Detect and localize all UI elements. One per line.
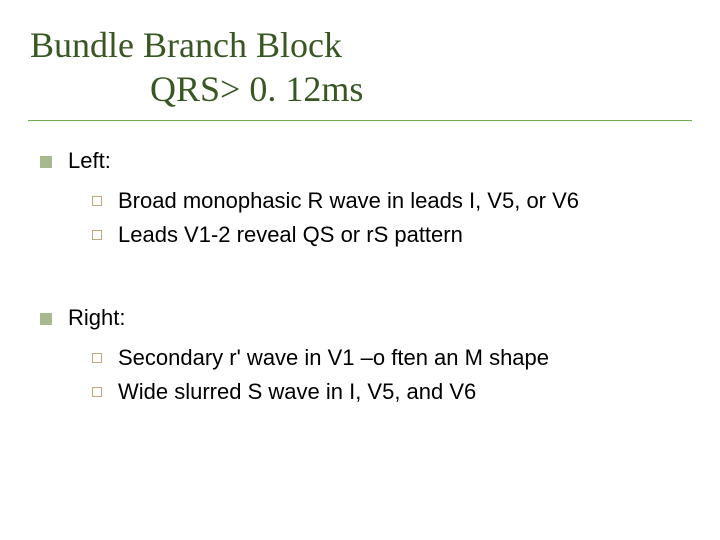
square-outline-bullet-icon xyxy=(92,196,102,206)
section-heading-text: Left: xyxy=(68,145,111,177)
section-heading: Right: xyxy=(40,302,692,334)
section-items: Broad monophasic R wave in leads I, V5, … xyxy=(40,185,692,251)
list-item: Leads V1-2 reveal QS or rS pattern xyxy=(92,219,692,251)
title-line-2: QRS> 0. 12ms xyxy=(30,68,692,112)
square-outline-bullet-icon xyxy=(92,230,102,240)
list-item-text: Wide slurred S wave in I, V5, and V6 xyxy=(118,376,476,408)
list-item: Secondary r' wave in V1 –o ften an M sha… xyxy=(92,342,692,374)
section-items: Secondary r' wave in V1 –o ften an M sha… xyxy=(40,342,692,408)
list-item: Wide slurred S wave in I, V5, and V6 xyxy=(92,376,692,408)
list-item-text: Broad monophasic R wave in leads I, V5, … xyxy=(118,185,579,217)
section-spacer xyxy=(40,276,692,302)
square-bullet-icon xyxy=(40,313,52,325)
title-line-1: Bundle Branch Block xyxy=(30,24,692,68)
title-block: Bundle Branch Block QRS> 0. 12ms xyxy=(28,18,692,121)
slide: Bundle Branch Block QRS> 0. 12ms Left: B… xyxy=(0,0,720,540)
section-heading: Left: xyxy=(40,145,692,177)
square-outline-bullet-icon xyxy=(92,353,102,363)
square-outline-bullet-icon xyxy=(92,387,102,397)
square-bullet-icon xyxy=(40,156,52,168)
slide-body: Left: Broad monophasic R wave in leads I… xyxy=(28,121,692,408)
section-heading-text: Right: xyxy=(68,302,125,334)
list-item-text: Secondary r' wave in V1 –o ften an M sha… xyxy=(118,342,549,374)
list-item: Broad monophasic R wave in leads I, V5, … xyxy=(92,185,692,217)
list-item-text: Leads V1-2 reveal QS or rS pattern xyxy=(118,219,463,251)
